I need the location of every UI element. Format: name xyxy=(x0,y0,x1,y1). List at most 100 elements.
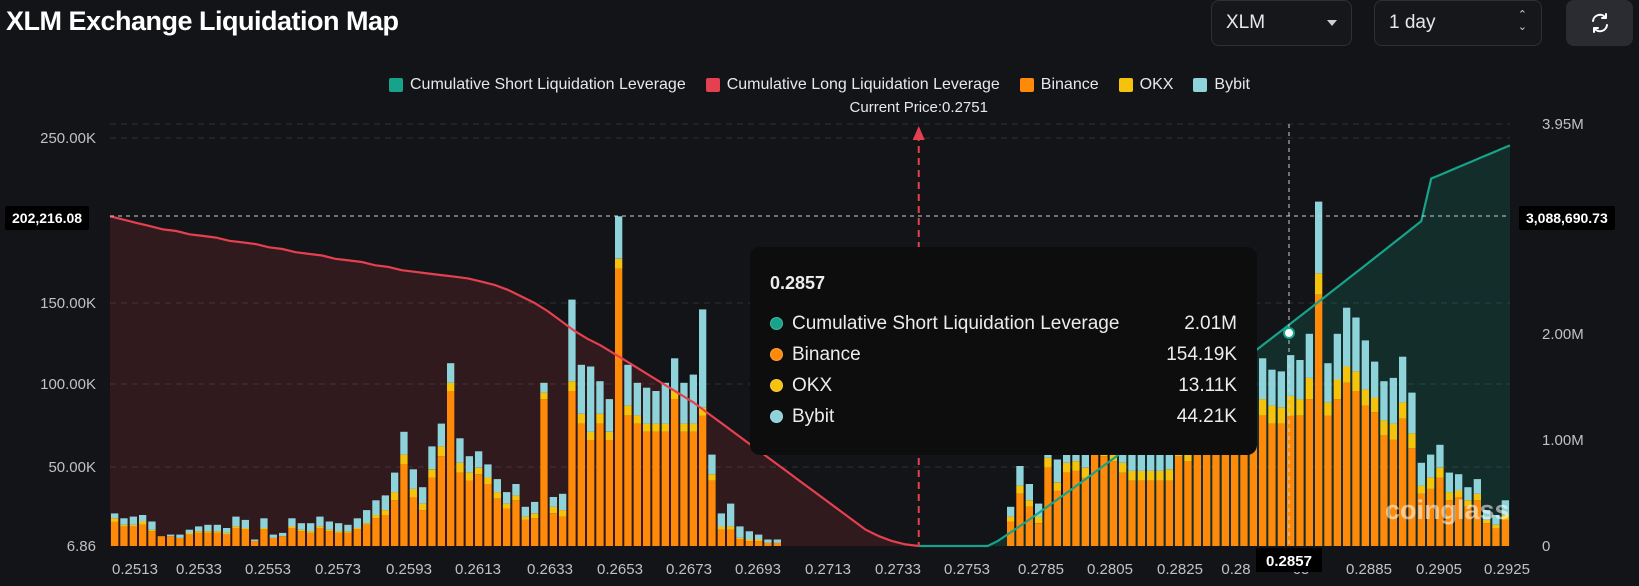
bar-bybit xyxy=(661,382,669,424)
bar-binance xyxy=(316,528,324,546)
bar-bybit xyxy=(727,503,735,527)
bar-bybit xyxy=(1389,377,1397,424)
bar-binance xyxy=(372,518,380,546)
bar-bybit xyxy=(521,506,529,517)
bar-okx xyxy=(1081,467,1089,478)
bar-okx xyxy=(484,477,492,484)
period-select[interactable]: 1 day ⌃ ⌄ xyxy=(1374,0,1542,46)
bar-binance xyxy=(1445,500,1453,546)
bar-okx xyxy=(1371,397,1379,413)
bar-bybit xyxy=(475,451,483,468)
bar-okx xyxy=(1445,492,1453,501)
bar-bybit xyxy=(1343,307,1351,367)
legend-item-1[interactable]: Cumulative Long Liquidation Leverage xyxy=(705,76,1000,94)
right-axis-tick: 0 xyxy=(1542,538,1550,555)
bar-bybit xyxy=(615,216,623,259)
legend-item-2[interactable]: Binance xyxy=(1019,76,1099,94)
bar-bybit xyxy=(1464,487,1472,501)
bar-binance xyxy=(344,532,352,546)
bar-binance xyxy=(447,391,455,546)
bar-binance xyxy=(1119,472,1127,546)
bar-bybit xyxy=(148,521,156,530)
bar-binance xyxy=(381,515,389,546)
bar-okx xyxy=(372,515,380,519)
bar-binance xyxy=(1259,415,1267,546)
bar-bybit xyxy=(708,454,716,475)
bar-binance xyxy=(1380,435,1388,546)
bar-bybit xyxy=(363,510,371,524)
bar-bybit xyxy=(1296,360,1304,400)
bar-binance xyxy=(475,474,483,546)
legend-swatch xyxy=(1019,78,1034,92)
bar-okx xyxy=(521,516,529,520)
bar-bybit xyxy=(1352,317,1360,372)
bar-binance xyxy=(1184,461,1192,546)
bar-binance xyxy=(1035,523,1043,546)
bar-binance xyxy=(1072,470,1080,546)
tooltip-row-value: 13.11K xyxy=(1178,374,1237,396)
bar-bybit xyxy=(1025,484,1033,501)
bar-bybit xyxy=(1408,392,1416,434)
bar-binance xyxy=(1473,500,1481,546)
bar-bybit xyxy=(736,526,744,538)
bar-okx xyxy=(204,531,212,533)
bar-binance xyxy=(1501,519,1509,546)
coin-select-value: XLM xyxy=(1226,12,1266,33)
bar-okx xyxy=(661,423,669,432)
legend-item-3[interactable]: OKX xyxy=(1118,76,1173,94)
bar-okx xyxy=(400,454,408,465)
bar-bybit xyxy=(624,364,632,406)
bar-binance xyxy=(1417,493,1425,546)
bar-binance xyxy=(1156,480,1164,546)
bar-binance xyxy=(111,521,119,546)
bar-bybit xyxy=(353,518,361,529)
tooltip-row-name: Bybit xyxy=(792,405,835,427)
legend-label: Cumulative Long Liquidation Leverage xyxy=(726,76,1000,93)
bar-binance xyxy=(1091,448,1099,546)
bar-binance xyxy=(129,526,137,546)
left-axis-tick: 150.00K xyxy=(40,295,96,312)
bar-okx xyxy=(297,529,305,532)
legend-item-0[interactable]: Cumulative Short Liquidation Leverage xyxy=(388,76,686,94)
refresh-button[interactable] xyxy=(1566,0,1633,46)
legend-swatch xyxy=(1193,78,1208,92)
bar-binance xyxy=(1025,506,1033,546)
right-axis-tick: 3.95M xyxy=(1542,116,1584,133)
bar-okx xyxy=(335,531,343,533)
bar-okx xyxy=(633,415,641,424)
bar-okx xyxy=(307,531,315,533)
bar-bybit xyxy=(428,446,436,470)
bar-okx xyxy=(1147,470,1155,481)
bar-binance xyxy=(195,532,203,546)
bar-bybit xyxy=(559,493,567,511)
bar-bybit xyxy=(531,501,539,514)
bar-binance xyxy=(391,500,399,546)
bar-okx xyxy=(587,431,595,440)
bar-binance xyxy=(1296,415,1304,546)
bar-okx xyxy=(148,529,156,532)
coin-select[interactable]: XLM xyxy=(1211,0,1352,46)
bar-binance xyxy=(335,532,343,546)
bar-binance xyxy=(568,391,576,546)
bar-binance xyxy=(353,529,361,546)
page-title: XLM Exchange Liquidation Map xyxy=(6,6,399,36)
bar-okx xyxy=(353,528,361,530)
bar-okx xyxy=(1427,477,1435,489)
bar-okx xyxy=(1156,470,1164,481)
bar-okx xyxy=(736,537,744,540)
bar-bybit xyxy=(1324,363,1332,403)
crosshair-x-value: 0.2857 xyxy=(1266,553,1312,570)
legend-item-4[interactable]: Bybit xyxy=(1193,76,1250,94)
bar-bybit xyxy=(344,524,352,532)
bar-bybit xyxy=(1455,474,1463,491)
bar-bybit xyxy=(120,518,128,525)
bar-binance xyxy=(1016,493,1024,546)
bar-binance xyxy=(1137,480,1145,546)
bar-bybit xyxy=(484,464,492,478)
bar-bybit xyxy=(391,472,399,493)
bar-bybit xyxy=(1333,333,1341,380)
bar-binance xyxy=(1315,294,1323,546)
bar-bybit xyxy=(699,309,707,408)
x-axis-tick: 0.2653 xyxy=(597,561,643,578)
bar-okx xyxy=(241,528,249,530)
